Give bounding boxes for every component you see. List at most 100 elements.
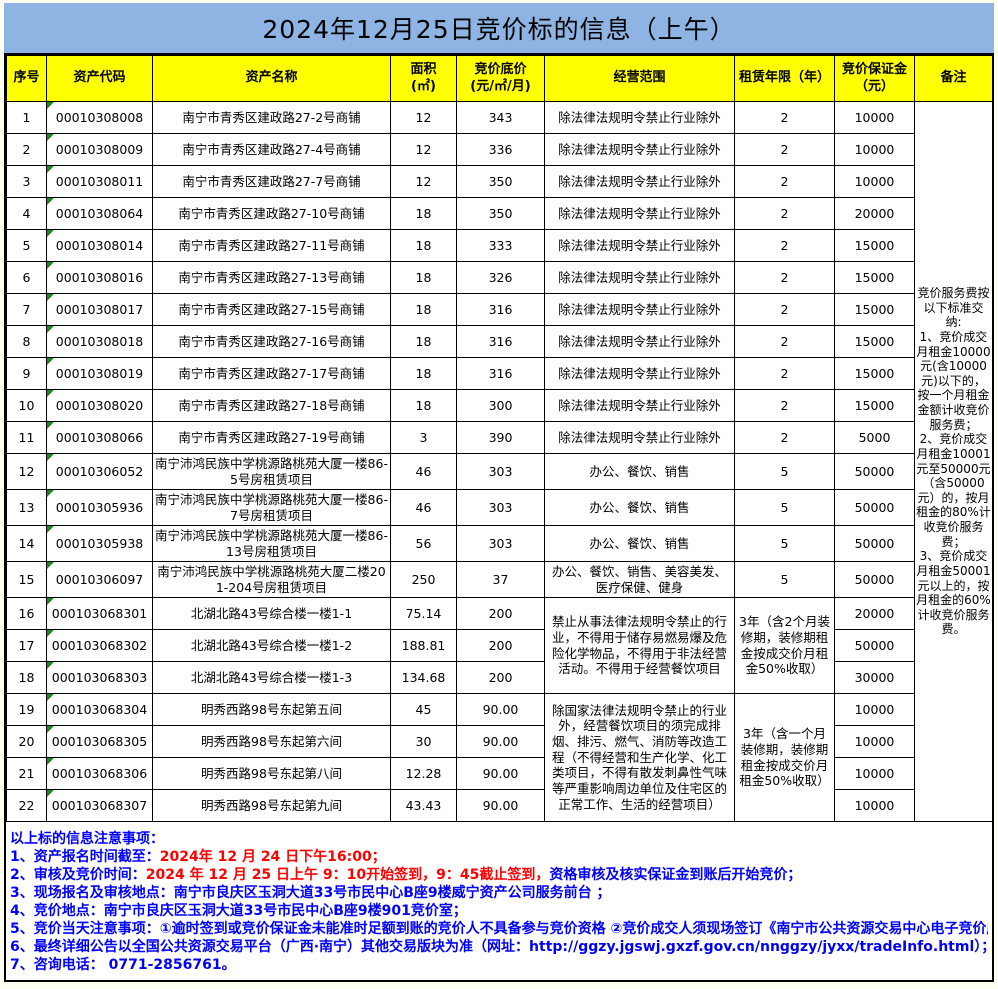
- notes-section: 以上标的信息注意事项： 1、资产报名时间截至：2024年 12 月 24 日下午1…: [6, 822, 992, 980]
- cell-floor-price: 300: [456, 389, 545, 422]
- cell-lease-term: 2: [734, 229, 835, 262]
- cell-asset-code: 00010308066: [46, 421, 153, 454]
- green-flag-icon: [47, 262, 54, 269]
- green-flag-icon: [47, 726, 54, 733]
- cell-business-scope: 除法律法规明令禁止行业除外: [544, 133, 735, 166]
- cell-lease-term: 2: [734, 133, 835, 166]
- cell-asset-code: 00010308014: [46, 229, 153, 262]
- cell-serial: 14: [6, 525, 47, 562]
- column-header: 经营范围: [544, 55, 735, 102]
- cell-asset-name: 南宁沛鸿民族中学桃源路桃苑大厦一楼86-5号房租赁项目: [152, 453, 391, 490]
- green-flag-icon: [47, 230, 54, 237]
- cell-area: 45: [390, 693, 457, 726]
- cell-asset-name: 明秀西路98号东起第五间: [152, 693, 391, 726]
- note-text: 6、最终详细公告以全国公共资源交易平台（广西·南宁）其他交易版块为准（网址：ht…: [10, 939, 988, 955]
- cell-area: 43.43: [390, 789, 457, 822]
- cell-business-scope: 除法律法规明令禁止行业除外: [544, 325, 735, 358]
- cell-serial: 17: [6, 629, 47, 662]
- cell-lease-term: 5: [734, 489, 835, 526]
- cell-lease-term: 5: [734, 453, 835, 490]
- cell-serial: 15: [6, 561, 47, 598]
- column-header: 面积 (㎡): [390, 55, 457, 102]
- cell-asset-code: 000103068306: [46, 757, 153, 790]
- cell-business-scope: 办公、餐饮、销售: [544, 453, 735, 490]
- cell-lease-term: 3年（含一个月装修期，装修期租金按成交价月租金50%收取）: [734, 693, 835, 822]
- table-row: 10 00010308020 南宁市青秀区建政路27-18号商铺 18 300 除法律法规…: [6, 389, 993, 422]
- cell-deposit: 50000: [834, 561, 915, 598]
- cell-business-scope: 除国家法律法规明令禁止的行业外，经营餐饮项目的须完成排烟、排污、燃气、消防等改造…: [544, 693, 735, 822]
- cell-asset-name: 南宁市青秀区建政路27-11号商铺: [152, 229, 391, 262]
- cell-deposit: 30000: [834, 661, 915, 694]
- cell-asset-code: 00010308011: [46, 165, 153, 198]
- green-flag-icon: [47, 198, 54, 205]
- cell-area: 46: [390, 489, 457, 526]
- table-row: 6 00010308016 南宁市青秀区建政路27-13号商铺 18 326 除法律法规明…: [6, 261, 993, 294]
- note-line: 7、咨询电话： 0771-2856761。: [10, 956, 988, 974]
- cell-business-scope: 办公、餐饮、销售: [544, 525, 735, 562]
- table-row: 21 000103068306 明秀西路98号东起第八间 12.28 90.00 1000…: [6, 757, 993, 790]
- cell-lease-term: 2: [734, 357, 835, 390]
- cell-asset-code: 000103068307: [46, 789, 153, 822]
- cell-deposit: 15000: [834, 229, 915, 262]
- note-text: 以上标的信息注意事项：: [10, 831, 164, 847]
- cell-deposit: 15000: [834, 325, 915, 358]
- cell-deposit: 5000: [834, 421, 915, 454]
- cell-floor-price: 37: [456, 561, 545, 598]
- cell-business-scope: 办公、餐饮、销售: [544, 489, 735, 526]
- cell-lease-term: 5: [734, 525, 835, 562]
- cell-serial: 18: [6, 661, 47, 694]
- cell-area: 46: [390, 453, 457, 490]
- cell-lease-term: 2: [734, 197, 835, 230]
- cell-remark: 竞价服务费按以下标准交纳: 1、竞价成交月租金10000元(含10000元)以下…: [914, 101, 993, 822]
- cell-floor-price: 316: [456, 325, 545, 358]
- note-text: 2、审核及竞价时间：: [10, 867, 146, 883]
- cell-business-scope: 除法律法规明令禁止行业除外: [544, 197, 735, 230]
- cell-asset-name: 南宁沛鸿民族中学桃源路桃苑大厦一楼86-13号房租赁项目: [152, 525, 391, 562]
- cell-business-scope: 除法律法规明令禁止行业除外: [544, 357, 735, 390]
- note-line: 以上标的信息注意事项：: [10, 830, 988, 848]
- table-row: 18 000103068303 北湖北路43号综合楼一楼1-3 134.68 200 30…: [6, 661, 993, 694]
- cell-area: 3: [390, 421, 457, 454]
- cell-floor-price: 90.00: [456, 693, 545, 726]
- note-highlight-text: 2024 年 12 月 25 日上午 9：10开始签到，9：45截止签到，: [145, 867, 550, 883]
- cell-deposit: 15000: [834, 357, 915, 390]
- cell-serial: 19: [6, 693, 47, 726]
- cell-serial: 8: [6, 325, 47, 358]
- cell-asset-name: 南宁市青秀区建政路27-17号商铺: [152, 357, 391, 390]
- cell-business-scope: 除法律法规明令禁止行业除外: [544, 101, 735, 134]
- cell-serial: 6: [6, 261, 47, 294]
- note-line: 4、竞价地点：南宁市良庆区玉洞大道33号市民中心B座9楼901竞价室；: [10, 902, 988, 920]
- cell-floor-price: 350: [456, 165, 545, 198]
- cell-asset-name: 北湖北路43号综合楼一楼1-3: [152, 661, 391, 694]
- green-flag-icon: [47, 758, 54, 765]
- cell-asset-name: 南宁市青秀区建政路27-13号商铺: [152, 261, 391, 294]
- cell-deposit: 10000: [834, 101, 915, 134]
- cell-area: 56: [390, 525, 457, 562]
- cell-deposit: 10000: [834, 725, 915, 758]
- cell-area: 12.28: [390, 757, 457, 790]
- cell-deposit: 50000: [834, 525, 915, 562]
- table-row: 14 00010305938 南宁沛鸿民族中学桃源路桃苑大厦一楼86-13号房租赁项…: [6, 525, 993, 562]
- cell-area: 75.14: [390, 597, 457, 630]
- green-flag-icon: [47, 790, 54, 797]
- cell-lease-term: 2: [734, 389, 835, 422]
- cell-asset-name: 明秀西路98号东起第八间: [152, 757, 391, 790]
- column-header: 序号: [6, 55, 47, 102]
- cell-floor-price: 200: [456, 629, 545, 662]
- cell-floor-price: 200: [456, 597, 545, 630]
- cell-business-scope: 除法律法规明令禁止行业除外: [544, 165, 735, 198]
- cell-floor-price: 200: [456, 661, 545, 694]
- cell-floor-price: 326: [456, 261, 545, 294]
- cell-floor-price: 90.00: [456, 757, 545, 790]
- cell-floor-price: 303: [456, 525, 545, 562]
- cell-asset-name: 南宁沛鸿民族中学桃源路桃苑大厦二楼201-204号房租赁项目: [152, 561, 391, 598]
- table-row: 5 00010308014 南宁市青秀区建政路27-11号商铺 18 333 除法律法规明…: [6, 229, 993, 262]
- cell-asset-code: 00010308016: [46, 261, 153, 294]
- cell-area: 12: [390, 101, 457, 134]
- cell-asset-code: 00010306052: [46, 453, 153, 490]
- cell-asset-code: 000103068301: [46, 597, 153, 630]
- cell-deposit: 10000: [834, 133, 915, 166]
- cell-lease-term: 5: [734, 561, 835, 598]
- note-text: 5、竞价当天注意事项：①逾时签到或竞价保证金未能准时足额到账的竞价人不具备参与竞…: [10, 921, 988, 937]
- cell-floor-price: 333: [456, 229, 545, 262]
